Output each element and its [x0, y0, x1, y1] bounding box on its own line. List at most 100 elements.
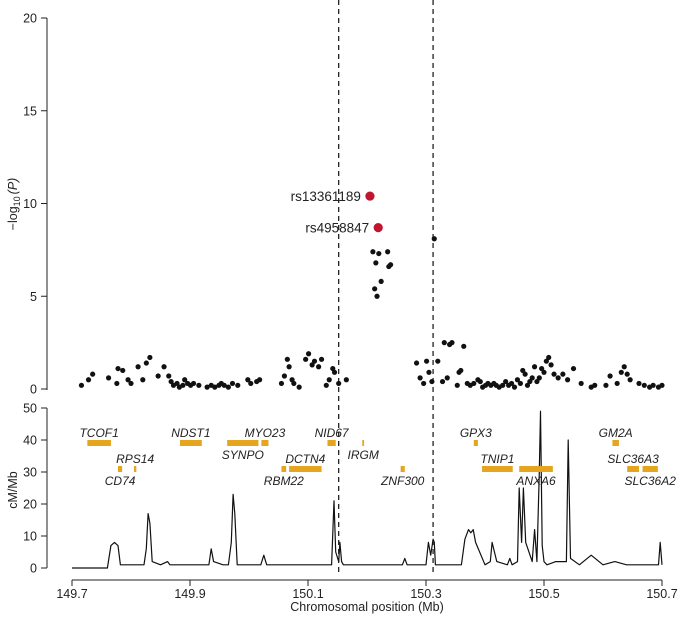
snp-point [441, 340, 447, 346]
snp-point [311, 358, 318, 364]
snp-point [592, 382, 598, 388]
snp-point [624, 371, 630, 377]
snp-point [621, 364, 627, 370]
snp-point [471, 380, 477, 387]
snp-point [641, 382, 647, 388]
snp-point [331, 369, 338, 375]
gene-bar [261, 440, 269, 446]
gene-label: NID67 [315, 426, 350, 440]
snp-point [618, 369, 624, 375]
snp-point [413, 360, 420, 366]
snp-point [650, 382, 656, 388]
gene-label: IRGM [347, 448, 378, 462]
snp-point [296, 384, 302, 390]
gene-bar [133, 466, 137, 472]
snp-point [305, 351, 312, 357]
highlighted-snps: rs13361189 rs4958847 [291, 189, 383, 236]
association-y-ticks: 0 5 10 15 20 [23, 12, 47, 397]
gene-label: RBM22 [264, 474, 304, 488]
snp-point [90, 371, 96, 377]
gene-label: MYO23 [245, 426, 286, 440]
x-axis-ticks: 149.7 149.9 150.1 150.3 150.5 150.7 [56, 580, 678, 601]
x-tick-label: 150.3 [410, 587, 441, 601]
snp-point [431, 236, 437, 242]
gene-label: GPX3 [460, 426, 492, 440]
snp-point [477, 378, 483, 385]
gene-label: RPS14 [116, 452, 154, 466]
gene-label: SLC36A2 [625, 474, 677, 488]
snp-point [636, 380, 642, 387]
recombination-series [72, 410, 663, 569]
gene-label: TNIP1 [480, 452, 514, 466]
snp-point [291, 380, 297, 387]
snp-point [520, 367, 526, 374]
snp-point [511, 384, 518, 390]
snp-point [309, 362, 315, 368]
snp-point [529, 375, 535, 381]
snp-point [372, 286, 378, 292]
snp-point [570, 365, 577, 372]
gene-label: TCOF1 [79, 426, 118, 440]
snp-point [174, 380, 180, 387]
gene-bar [642, 466, 658, 472]
snp-point [659, 382, 665, 388]
y-tick-label: 15 [23, 104, 37, 118]
recombination-y-ticks: 0 10 20 30 40 50 [23, 402, 47, 576]
snp-point [514, 377, 521, 383]
x-tick-label: 149.9 [174, 587, 205, 601]
snp-point [500, 382, 506, 388]
region-boundaries [338, 0, 434, 575]
gene-label: GM2A [599, 426, 633, 440]
snp-point [235, 382, 241, 388]
snp-point [421, 380, 427, 387]
snp-point [229, 380, 236, 387]
snp-point [539, 365, 545, 372]
gene-bar [627, 466, 639, 472]
snp-point [182, 377, 188, 383]
snp-point [190, 380, 197, 387]
snp-point [449, 340, 455, 346]
snp-point [225, 384, 231, 390]
snp-point [286, 364, 292, 370]
x-tick-label: 150.1 [292, 587, 323, 601]
snp-point [204, 384, 210, 390]
gene-bar [400, 466, 405, 472]
snp-point [531, 364, 538, 370]
snp-point [374, 293, 380, 299]
snp-point [161, 364, 167, 370]
y-tick-label: 10 [23, 530, 37, 544]
x-axis-title: Chromosomal position (Mb) [290, 600, 444, 614]
snp-point [546, 354, 552, 361]
snp-point [120, 367, 126, 374]
y-tick-label: 30 [23, 466, 37, 480]
y-title-sub: 10 [12, 196, 22, 206]
snp-point [114, 380, 120, 387]
snp-point [551, 371, 557, 377]
gene-bar [482, 466, 513, 472]
snp-point [454, 382, 460, 388]
highlighted-snp-point [365, 191, 375, 201]
gene-label: CD74 [105, 474, 136, 488]
snp-point [373, 260, 379, 266]
highlighted-snp-label: rs13361189 [291, 189, 361, 204]
gene-label: ANXA6 [515, 474, 556, 488]
snp-point [524, 382, 531, 388]
y-tick-label: 0 [30, 562, 37, 576]
snp-point [128, 380, 134, 387]
snp-point [555, 375, 561, 381]
snp-point [386, 263, 392, 270]
gene-bar [227, 440, 259, 446]
gene-bar [118, 466, 123, 472]
x-tick-label: 149.7 [56, 587, 87, 601]
snp-point [378, 278, 384, 285]
y-tick-label: 5 [30, 290, 37, 304]
gene-bar [179, 440, 202, 446]
snp-point [627, 377, 633, 383]
snp-point [435, 358, 441, 364]
y-tick-label: 10 [23, 197, 37, 211]
gene-track: TCOF1 CD74 RPS14 NDST1 SYNPO MYO23 RBM22 DCTN4 N… [79, 426, 676, 488]
snp-point [444, 375, 450, 381]
snp-point [125, 377, 131, 383]
snp-point [423, 358, 430, 364]
